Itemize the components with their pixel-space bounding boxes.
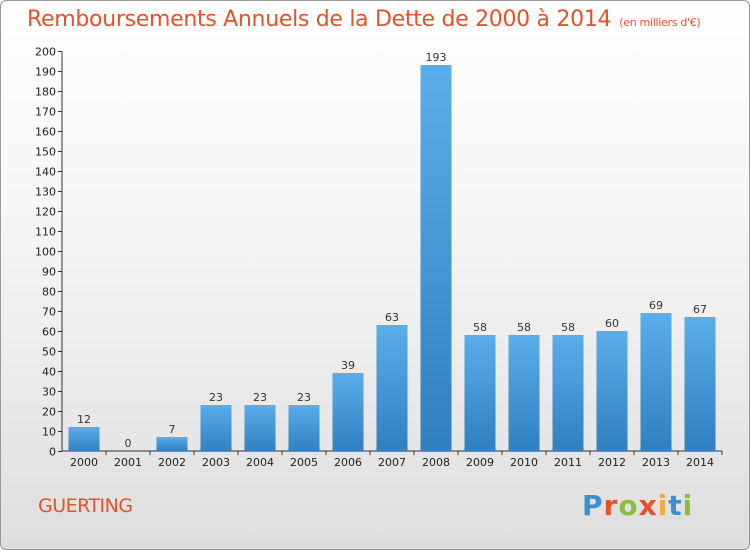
- y-tick-label: 100: [35, 246, 56, 259]
- y-tick-label: 190: [35, 66, 56, 79]
- y-tick-label: 70: [42, 306, 56, 319]
- bar-value-label: 23: [297, 391, 311, 404]
- x-tick-label: 2003: [202, 456, 230, 469]
- x-tick-label: 2005: [290, 456, 318, 469]
- y-tick-label: 20: [42, 406, 56, 419]
- y-tick-label: 50: [42, 346, 56, 359]
- chart-title: Remboursements Annuels de la Dette de 20…: [27, 7, 701, 32]
- bar-value-label: 63: [385, 311, 399, 324]
- bar: [684, 317, 716, 451]
- bar-value-label: 58: [473, 321, 487, 334]
- bar-value-label: 193: [426, 51, 447, 64]
- y-tick-label: 40: [42, 366, 56, 379]
- logo-letter: P: [582, 489, 604, 522]
- x-tick-label: 2009: [466, 456, 494, 469]
- y-tick-label: 10: [42, 426, 56, 439]
- bar-value-label: 23: [209, 391, 223, 404]
- bar: [376, 325, 408, 451]
- logo-letter: i: [657, 489, 669, 522]
- bar: [464, 335, 496, 451]
- x-tick-label: 2004: [246, 456, 274, 469]
- chart-title-text: Remboursements Annuels de la Dette de 20…: [27, 7, 612, 32]
- y-tick-label: 0: [49, 446, 56, 459]
- bar-value-label: 69: [649, 299, 663, 312]
- y-tick-label: 110: [35, 226, 56, 239]
- bar-value-label: 12: [77, 413, 91, 426]
- x-tick-label: 2001: [114, 456, 142, 469]
- bar: [640, 313, 672, 451]
- x-tick-label: 2011: [554, 456, 582, 469]
- bar: [68, 427, 100, 451]
- y-tick-label: 120: [35, 206, 56, 219]
- x-tick-label: 2014: [686, 456, 714, 469]
- y-tick-label: 170: [35, 106, 56, 119]
- y-tick-label: 130: [35, 186, 56, 199]
- bar-value-label: 58: [561, 321, 575, 334]
- bar-value-label: 60: [605, 317, 619, 330]
- x-tick-label: 2002: [158, 456, 186, 469]
- x-tick-label: 2008: [422, 456, 450, 469]
- x-tick-label: 2007: [378, 456, 406, 469]
- x-tick-label: 2000: [70, 456, 98, 469]
- commune-name: GUERTING: [38, 495, 133, 517]
- bar: [244, 405, 276, 451]
- logo-letter: o: [618, 489, 639, 522]
- y-tick-label: 200: [35, 46, 56, 59]
- logo-letter: i: [682, 489, 694, 522]
- logo-letter: x: [638, 489, 658, 522]
- bar: [200, 405, 232, 451]
- bar: [288, 405, 320, 451]
- y-tick-label: 80: [42, 286, 56, 299]
- y-tick-label: 180: [35, 86, 56, 99]
- y-tick-label: 30: [42, 386, 56, 399]
- y-tick-label: 160: [35, 126, 56, 139]
- logo-letter: t: [668, 489, 683, 522]
- bar-value-label: 0: [125, 437, 132, 450]
- x-tick-label: 2010: [510, 456, 538, 469]
- y-tick-label: 150: [35, 146, 56, 159]
- bar-value-label: 58: [517, 321, 531, 334]
- x-tick-label: 2013: [642, 456, 670, 469]
- bar: [156, 437, 188, 451]
- bar: [332, 373, 364, 451]
- chart-unit: (en milliers d'€): [619, 16, 701, 29]
- y-tick-label: 90: [42, 266, 56, 279]
- bar-value-label: 23: [253, 391, 267, 404]
- bar: [508, 335, 540, 451]
- y-tick-label: 140: [35, 166, 56, 179]
- bar: [552, 335, 584, 451]
- proxiti-logo: Proxiti: [582, 489, 693, 522]
- bar-value-label: 39: [341, 359, 355, 372]
- logo-letter: r: [603, 489, 619, 522]
- x-tick-label: 2006: [334, 456, 362, 469]
- bar-value-label: 67: [693, 303, 707, 316]
- y-tick-label: 60: [42, 326, 56, 339]
- bar: [420, 65, 452, 451]
- bar: [596, 331, 628, 451]
- bar-value-label: 7: [169, 423, 176, 436]
- x-tick-label: 2012: [598, 456, 626, 469]
